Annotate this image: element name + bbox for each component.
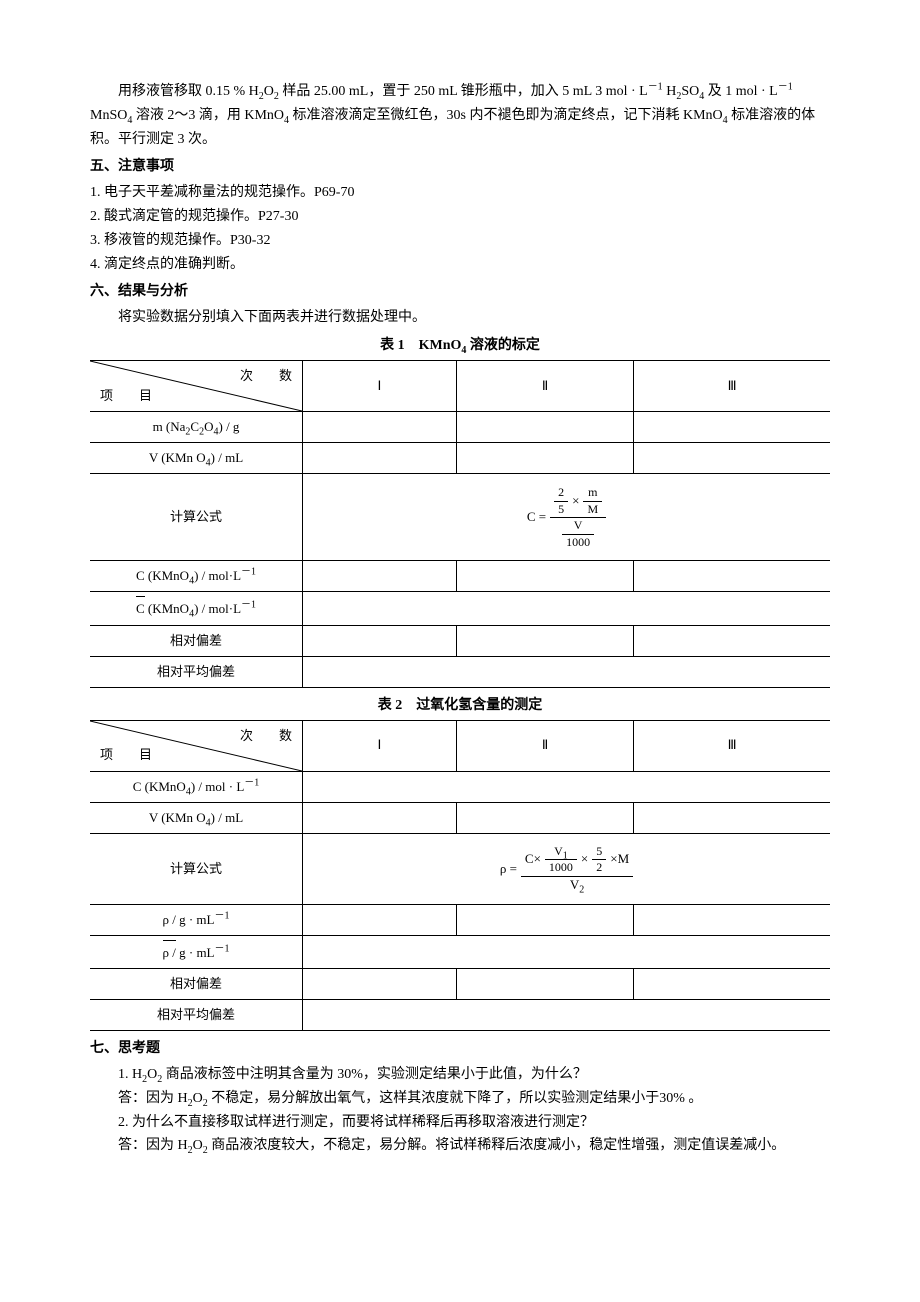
- table1: 次 数 项 目 Ⅰ Ⅱ Ⅲ m (Na2C2O4) / g V (KMn O4)…: [90, 360, 830, 688]
- section-5-item: 4. 滴定终点的准确判断。: [90, 253, 830, 277]
- table1-caption: 表 1 KMnO4 溶液的标定: [90, 334, 830, 358]
- intro-paragraph: 用移液管移取 0.15 % H2O2 样品 25.00 mL，置于 250 mL…: [90, 80, 830, 151]
- table1-formula-row: 计算公式 C = 25 × mM V1000: [90, 473, 830, 560]
- table1-col: Ⅱ: [456, 360, 633, 411]
- table1-col: Ⅲ: [634, 360, 830, 411]
- table-row: ρ / g · mL－1: [90, 935, 830, 968]
- table-row: C (KMnO4) / mol · L－1: [90, 771, 830, 802]
- answer-1: 答：因为 H2O2 不稳定，易分解放出氧气，这样其浓度就下降了，所以实验测定结果…: [118, 1087, 830, 1111]
- table-row: 相对偏差: [90, 968, 830, 999]
- table2: 次 数 项 目 Ⅰ Ⅱ Ⅲ C (KMnO4) / mol · L－1 V (K…: [90, 720, 830, 1032]
- table-row: V (KMn O4) / mL: [90, 442, 830, 473]
- table-row: V (KMn O4) / mL: [90, 802, 830, 833]
- table-row: C (KMnO4) / mol·L－1: [90, 592, 830, 625]
- table-row: 相对偏差: [90, 625, 830, 656]
- table2-col: Ⅰ: [303, 720, 457, 771]
- section-6-title: 六、结果与分析: [90, 280, 830, 304]
- table2-caption: 表 2 过氧化氢含量的测定: [90, 694, 830, 718]
- section-5-item: 3. 移液管的规范操作。P30-32: [90, 229, 830, 253]
- table2-formula-row: 计算公式 ρ = C× V1 1000 × 52 ×M: [90, 833, 830, 904]
- question-1: 1. H2O2 商品液标签中注明其含量为 30%，实验测定结果小于此值，为什么？: [118, 1063, 830, 1087]
- table-row: C (KMnO4) / mol·L－1: [90, 561, 830, 592]
- table2-col: Ⅱ: [456, 720, 633, 771]
- formula2: ρ = C× V1 1000 × 52 ×M: [303, 833, 831, 904]
- table-row: m (Na2C2O4) / g: [90, 411, 830, 442]
- section-6-intro: 将实验数据分别填入下面两表并进行数据处理中。: [90, 306, 830, 330]
- table-row: 相对平均偏差: [90, 1000, 830, 1031]
- table-row: ρ / g · mL－1: [90, 904, 830, 935]
- table-row: 相对平均偏差: [90, 656, 830, 687]
- section-5-title: 五、注意事项: [90, 155, 830, 179]
- table2-col: Ⅲ: [634, 720, 830, 771]
- section-7-title: 七、思考题: [90, 1037, 830, 1061]
- table1-col: Ⅰ: [303, 360, 457, 411]
- section-5-item: 1. 电子天平差减称量法的规范操作。P69-70: [90, 181, 830, 205]
- formula1: C = 25 × mM V1000: [303, 473, 831, 560]
- section-5-item: 2. 酸式滴定管的规范操作。P27-30: [90, 205, 830, 229]
- table2-diag-header: 次 数 项 目: [90, 720, 303, 771]
- question-2: 2. 为什么不直接移取试样进行测定，而要将试样稀释后再移取溶液进行测定？: [118, 1111, 830, 1135]
- answer-2: 答：因为 H2O2 商品液浓度较大，不稳定，易分解。将试样稀释后浓度减小，稳定性…: [90, 1134, 830, 1158]
- table1-diag-header: 次 数 项 目: [90, 360, 303, 411]
